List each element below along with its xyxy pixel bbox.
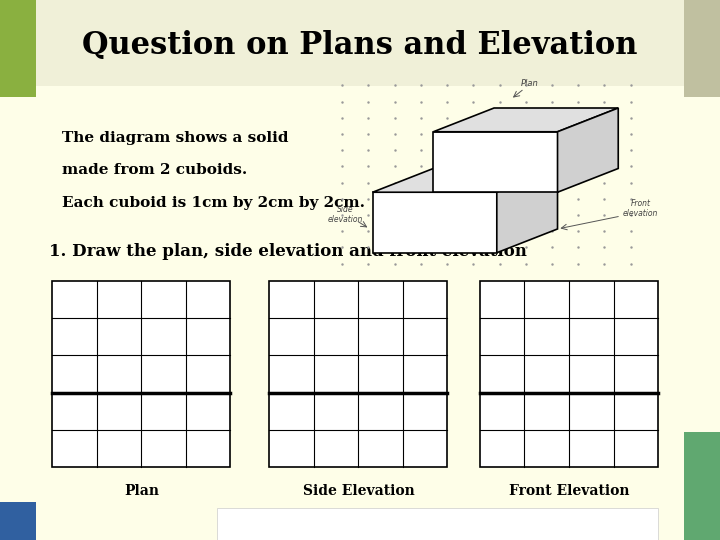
Polygon shape <box>433 132 557 192</box>
Bar <box>217 508 658 540</box>
Text: Question on Plans and Elevation: Question on Plans and Elevation <box>82 30 638 62</box>
Text: Side Elevation: Side Elevation <box>302 484 414 498</box>
Text: Plan: Plan <box>124 484 159 498</box>
Text: The diagram shows a solid: The diagram shows a solid <box>62 131 289 145</box>
Bar <box>53 281 230 467</box>
Text: Side
elevation: Side elevation <box>328 205 363 225</box>
Polygon shape <box>497 168 557 253</box>
Text: Front
elevation: Front elevation <box>623 199 658 218</box>
Polygon shape <box>433 108 618 132</box>
Polygon shape <box>373 192 497 253</box>
Polygon shape <box>557 108 618 192</box>
Bar <box>36 0 684 86</box>
Bar <box>53 281 230 467</box>
Bar <box>480 281 658 467</box>
Bar <box>269 281 448 467</box>
Bar <box>684 432 720 540</box>
Text: made from 2 cuboids.: made from 2 cuboids. <box>62 163 247 177</box>
Bar <box>480 281 658 467</box>
Text: Plan: Plan <box>521 79 539 89</box>
Bar <box>0 0 36 97</box>
Bar <box>0 502 36 540</box>
Text: Each cuboid is 1cm by 2cm by 2cm.: Each cuboid is 1cm by 2cm by 2cm. <box>62 195 365 210</box>
Polygon shape <box>373 168 557 192</box>
Bar <box>269 281 448 467</box>
Bar <box>684 0 720 97</box>
Text: 1. Draw the plan, side elevation and front elevation: 1. Draw the plan, side elevation and fro… <box>49 242 527 260</box>
Text: Front Elevation: Front Elevation <box>509 484 629 498</box>
